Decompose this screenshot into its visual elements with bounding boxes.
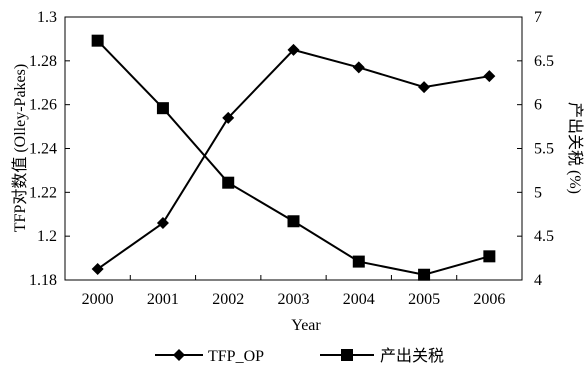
left-tick-label: 1.28: [29, 53, 57, 70]
tfp-point: [156, 217, 169, 230]
x-axis-title: Year: [291, 317, 321, 334]
right-tick-label: 7: [534, 9, 542, 26]
right-tick-label: 5: [534, 184, 542, 201]
square-marker-icon: [341, 349, 353, 361]
left-tick-label: 1.24: [29, 141, 57, 158]
series-layer: [91, 34, 496, 281]
series-line-0: [97, 48, 490, 270]
legend-item-tariff: 产出关税: [320, 347, 444, 365]
left-tick-label: 1.18: [29, 272, 57, 289]
right-tick-label: 4.5: [534, 228, 554, 245]
legend-item-tfp: TFP_OP: [155, 348, 264, 365]
tariff-point: [287, 215, 300, 228]
tariff-point: [91, 34, 104, 47]
legend-label-tariff: 产出关税: [380, 347, 444, 365]
plot-frame: [64, 16, 523, 281]
diamond-marker-icon: [173, 349, 185, 361]
left-axis-ticks: 1.18 1.2 1.22 1.24 1.26 1.28 1.3: [29, 9, 70, 289]
tfp-point: [352, 61, 365, 74]
tfp-point: [418, 81, 431, 94]
legend-label-tfp: TFP_OP: [208, 348, 264, 365]
left-axis-title: TFP对数值 (Olley-Pakes): [11, 64, 29, 232]
right-tick-label: 5.5: [534, 141, 554, 158]
right-tick-label: 6.5: [534, 53, 554, 70]
right-axis-title: 产出关税 (%): [566, 102, 584, 194]
legend: TFP_OP 产出关税: [155, 347, 444, 365]
tfp-point: [287, 43, 300, 56]
tariff-point: [352, 255, 365, 268]
tariff-point: [222, 176, 235, 189]
x-tick-label: 2006: [473, 291, 505, 308]
tariff-point: [156, 102, 169, 115]
series-line-1: [96, 39, 490, 276]
x-axis-ticks: 2000 2001 2002 2003 2004 2005 2006: [82, 275, 505, 308]
x-tick-label: 2004: [343, 291, 375, 308]
tfp-point: [483, 70, 496, 83]
x-tick-label: 2002: [212, 291, 244, 308]
right-axis-ticks: 4 4.5 5 5.5 6 6.5 7: [517, 9, 554, 289]
tfp-point: [91, 263, 104, 276]
tfp-point: [222, 111, 235, 124]
left-tick-label: 1.2: [37, 228, 57, 245]
tariff-point: [418, 268, 431, 281]
left-tick-label: 1.26: [29, 97, 57, 114]
x-tick-label: 2001: [147, 291, 179, 308]
tariff-point: [483, 250, 496, 263]
x-tick-label: 2005: [408, 291, 440, 308]
x-tick-label: 2003: [278, 291, 310, 308]
left-tick-label: 1.3: [37, 9, 57, 26]
plot-border: [64, 16, 523, 281]
right-tick-label: 4: [534, 272, 542, 289]
x-tick-label: 2000: [82, 291, 114, 308]
right-tick-label: 6: [534, 97, 542, 114]
left-tick-label: 1.22: [29, 184, 57, 201]
